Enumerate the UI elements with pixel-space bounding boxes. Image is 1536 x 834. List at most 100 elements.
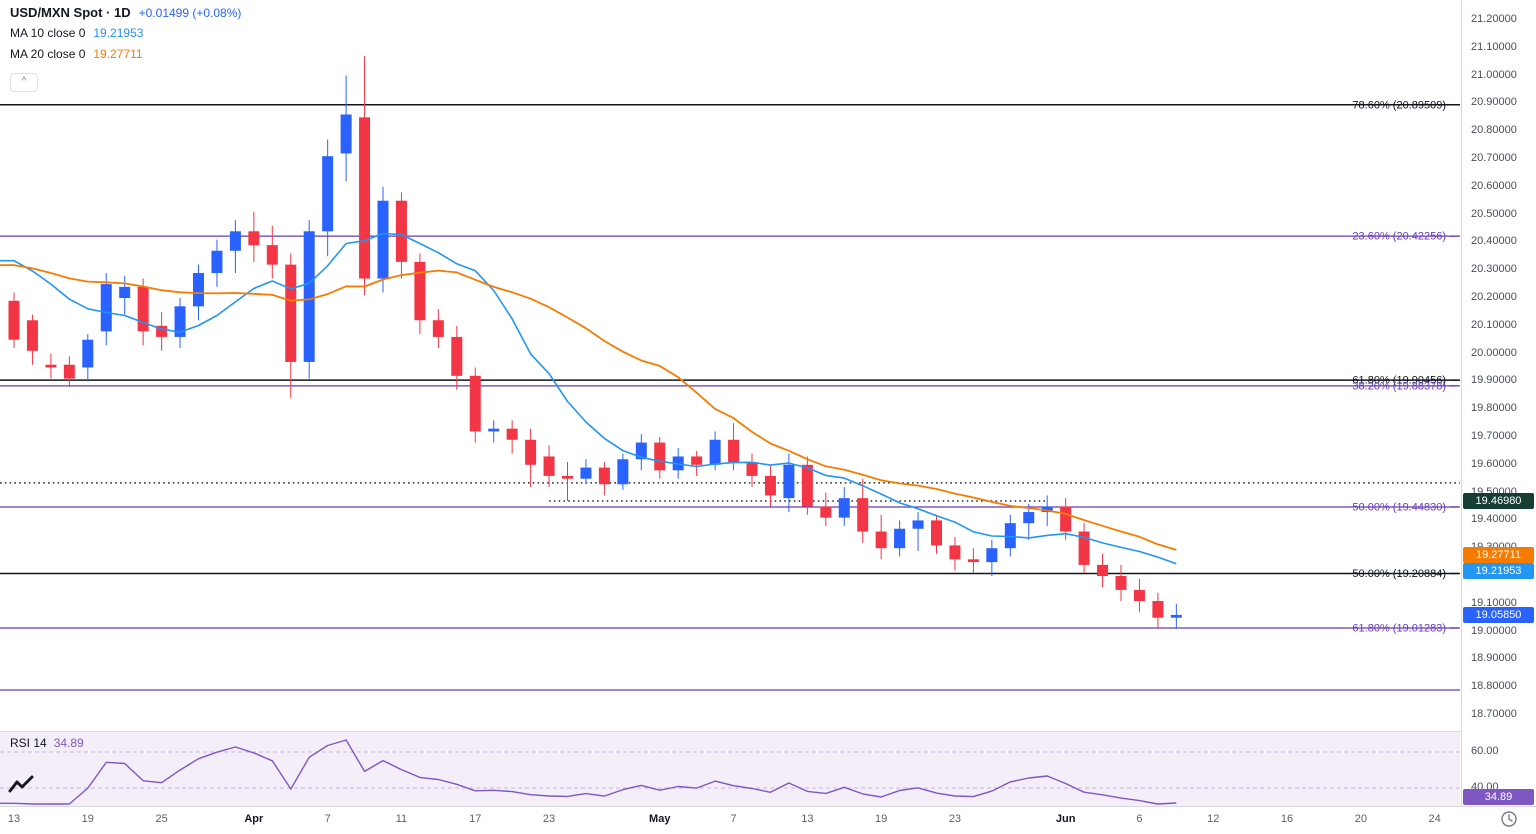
- price-tick: 19.10000: [1471, 596, 1517, 609]
- time-tick: 25: [155, 813, 168, 825]
- candle: [1097, 553, 1109, 588]
- price-tick: 19.00000: [1471, 624, 1517, 637]
- price-tick: 20.20000: [1471, 291, 1517, 303]
- candle: [359, 56, 371, 296]
- candle: [1115, 564, 1127, 602]
- time-tick: 13: [7, 813, 21, 825]
- time-tick: Apr: [244, 813, 264, 825]
- time-tick: 7: [730, 813, 737, 825]
- candle: [1152, 592, 1164, 629]
- collapse-legend-button[interactable]: ^: [10, 73, 38, 92]
- candle: [691, 450, 703, 476]
- time-tick: 19: [875, 813, 888, 825]
- candle: [1078, 523, 1090, 574]
- candle: [174, 298, 186, 349]
- price-badge: 19.21953: [1463, 562, 1534, 579]
- candle: [801, 456, 813, 515]
- ma20-value: 19.27711: [93, 47, 143, 61]
- time-tick: 23: [948, 813, 962, 825]
- candle: [949, 537, 961, 571]
- time-tick: 12: [1207, 813, 1220, 825]
- symbol-title[interactable]: USD/MXN Spot · 1D: [10, 5, 131, 20]
- time-tick: 13: [801, 813, 814, 825]
- ma10-value: 19.21953: [93, 26, 144, 40]
- rsi-legend: RSI 14 34.89: [10, 736, 84, 750]
- fib-level-label: 50.00% (19.20884): [1352, 568, 1446, 580]
- candle: [451, 325, 463, 390]
- candle: [746, 453, 758, 488]
- fib-level-label: 78.60% (20.89509): [1352, 99, 1446, 111]
- fib-level-label: 61.80% (19.90456): [1352, 375, 1446, 387]
- rsi-label[interactable]: RSI 14: [10, 736, 47, 750]
- ma20-line[interactable]: [0, 264, 1177, 551]
- timezone-clock-icon[interactable]: [1499, 809, 1519, 834]
- candle: [8, 292, 20, 349]
- candle: [229, 220, 241, 273]
- candle: [285, 253, 297, 399]
- price-tick: 20.10000: [1471, 318, 1517, 331]
- time-tick: Jun: [1055, 813, 1076, 825]
- ma10-line[interactable]: [0, 232, 1177, 565]
- candle: [26, 314, 38, 365]
- price-axis[interactable]: 21.20000 21.10000 21.00000 20.90000 20.80000…: [1462, 0, 1536, 806]
- price-tick: 21.20000: [1471, 13, 1517, 25]
- rsi-line[interactable]: [0, 739, 1177, 805]
- ma20-legend-label[interactable]: MA 20 close 0: [10, 47, 86, 61]
- candle: [967, 548, 979, 574]
- rsi-badge: 34.89: [1463, 789, 1534, 806]
- candle: [266, 225, 278, 279]
- price-tick: 19.80000: [1471, 402, 1517, 415]
- candle: [63, 356, 75, 387]
- candle: [931, 514, 942, 554]
- candle: [82, 334, 94, 382]
- candle: [820, 492, 832, 526]
- candle: [635, 434, 647, 471]
- candle: [1004, 514, 1016, 557]
- candle: [1023, 503, 1035, 540]
- time-axis[interactable]: 13 19 25 Apr 7 11 17 23 May 7 13 19 23 Jun 6 12 16 20 24: [0, 807, 1536, 830]
- candle: [764, 464, 776, 507]
- candle: [894, 520, 906, 557]
- price-tick: 18.90000: [1471, 652, 1517, 665]
- ma10-legend-label[interactable]: MA 10 close 0: [10, 26, 86, 40]
- candle: [562, 462, 573, 501]
- candle: [488, 420, 500, 443]
- price-tick: 18.80000: [1471, 680, 1517, 693]
- price-badge: 19.46980: [1463, 492, 1534, 509]
- time-tick: May: [649, 813, 671, 825]
- time-tick: 7: [324, 813, 331, 825]
- candle: [617, 453, 629, 490]
- time-tick: 16: [1280, 813, 1294, 825]
- time-tick: 17: [469, 813, 482, 825]
- candle: [377, 186, 389, 293]
- time-tick: 20: [1354, 813, 1367, 825]
- tradingview-logo-glyph: [8, 775, 34, 793]
- candle: [506, 420, 518, 454]
- candle: [340, 75, 352, 182]
- price-tick: 19.70000: [1471, 430, 1517, 442]
- candle: [414, 253, 426, 335]
- fib-level-label: 23.60% (20.42256): [1352, 231, 1446, 243]
- time-tick: 11: [395, 813, 408, 825]
- candle: [100, 272, 112, 346]
- price-badge: 19.05850: [1463, 607, 1534, 624]
- candle: [156, 311, 168, 351]
- candle: [45, 353, 57, 379]
- candle: [912, 512, 924, 551]
- candle: [580, 459, 592, 485]
- fib-level-label: 61.80% (19.01283): [1352, 623, 1446, 635]
- price-tick: 19.60000: [1471, 457, 1517, 470]
- candle: [1170, 603, 1182, 629]
- price-tick: 19.90000: [1471, 374, 1517, 387]
- time-tick: 24: [1428, 813, 1441, 825]
- chart-legend: USD/MXN Spot · 1D +0.01499 (+0.08%) MA 1…: [10, 5, 241, 92]
- price-tick: 20.80000: [1471, 124, 1517, 137]
- candle: [857, 478, 869, 543]
- price-tick: 20.70000: [1471, 152, 1517, 164]
- candle: [211, 239, 223, 287]
- tradingview-logo[interactable]: [8, 775, 34, 800]
- time-tick: 23: [542, 813, 556, 825]
- price-tick: 21.00000: [1471, 68, 1517, 81]
- candle: [1133, 578, 1145, 613]
